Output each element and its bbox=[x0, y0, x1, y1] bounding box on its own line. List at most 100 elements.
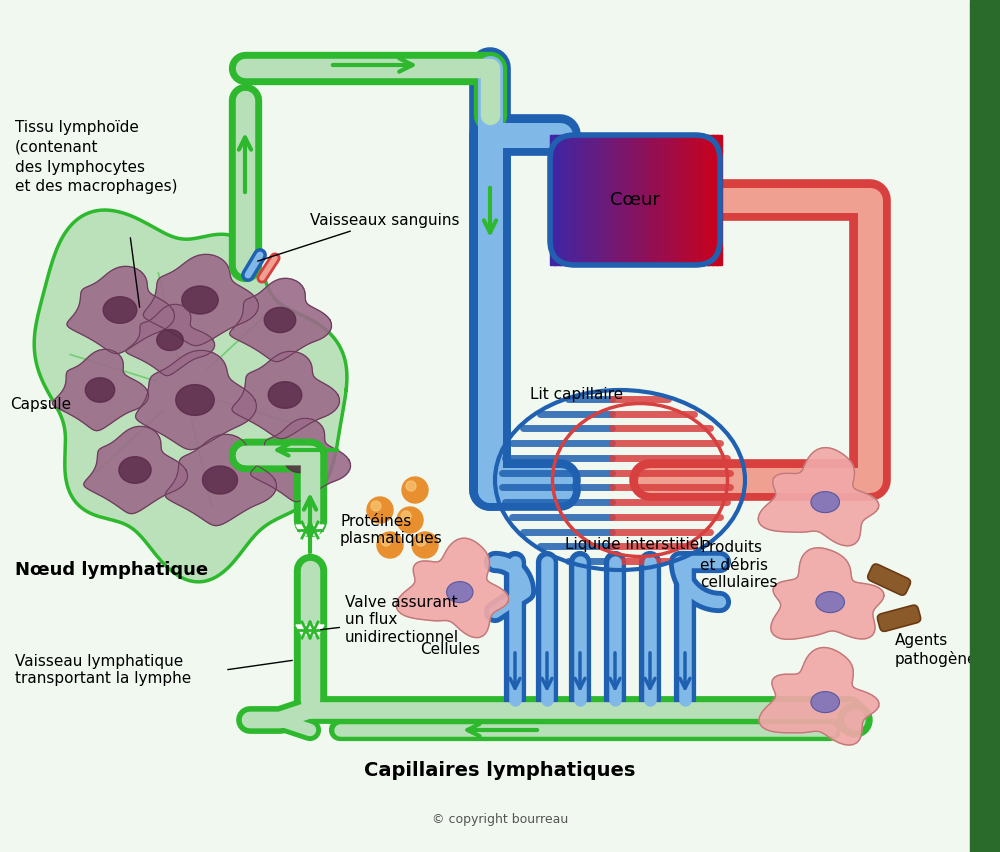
Bar bbox=[652, 135, 658, 265]
Bar bbox=[703, 135, 709, 265]
Polygon shape bbox=[296, 525, 324, 535]
Polygon shape bbox=[396, 538, 509, 637]
Bar bbox=[580, 135, 586, 265]
Bar bbox=[669, 135, 675, 265]
Circle shape bbox=[838, 703, 872, 737]
Polygon shape bbox=[268, 382, 302, 408]
Circle shape bbox=[416, 536, 426, 546]
Text: Cellules: Cellules bbox=[420, 642, 480, 658]
Bar bbox=[644, 135, 650, 265]
Text: © copyright bourreau: © copyright bourreau bbox=[432, 814, 568, 826]
Bar bbox=[584, 135, 590, 265]
Polygon shape bbox=[67, 267, 174, 354]
Bar bbox=[558, 135, 565, 265]
Bar bbox=[712, 135, 718, 265]
FancyBboxPatch shape bbox=[877, 605, 921, 631]
Polygon shape bbox=[759, 648, 879, 746]
Bar bbox=[694, 135, 701, 265]
Polygon shape bbox=[203, 466, 238, 494]
Polygon shape bbox=[119, 457, 151, 483]
Text: Cœur: Cœur bbox=[610, 191, 660, 209]
Circle shape bbox=[406, 481, 416, 491]
Text: Valve assurant
un flux
unidirectionnel: Valve assurant un flux unidirectionnel bbox=[321, 595, 459, 645]
Polygon shape bbox=[84, 426, 188, 514]
Bar bbox=[592, 135, 599, 265]
Bar bbox=[699, 135, 705, 265]
Circle shape bbox=[397, 507, 423, 533]
Text: Vaisseaux sanguins: Vaisseaux sanguins bbox=[258, 212, 460, 262]
Polygon shape bbox=[176, 384, 214, 416]
Polygon shape bbox=[126, 304, 215, 376]
Polygon shape bbox=[136, 350, 256, 450]
Bar bbox=[686, 135, 692, 265]
Circle shape bbox=[412, 532, 438, 558]
Ellipse shape bbox=[816, 591, 844, 613]
Bar bbox=[605, 135, 612, 265]
Polygon shape bbox=[34, 210, 347, 582]
Bar bbox=[635, 135, 641, 265]
Text: Agents
pathogènes: Agents pathogènes bbox=[895, 633, 986, 667]
Bar bbox=[567, 135, 573, 265]
Bar bbox=[678, 135, 684, 265]
Bar bbox=[631, 135, 637, 265]
Text: Nœud lymphatique: Nœud lymphatique bbox=[15, 561, 208, 579]
Text: Tissu lymphoïde
(contenant
des lymphocytes
et des macrophages): Tissu lymphoïde (contenant des lymphocyt… bbox=[15, 120, 178, 194]
Bar bbox=[588, 135, 594, 265]
Bar bbox=[690, 135, 696, 265]
Bar bbox=[576, 135, 582, 265]
Bar bbox=[673, 135, 680, 265]
Ellipse shape bbox=[447, 582, 473, 602]
Bar bbox=[622, 135, 629, 265]
Text: Liquide interstitiel: Liquide interstitiel bbox=[565, 538, 704, 552]
Polygon shape bbox=[232, 351, 339, 439]
Circle shape bbox=[381, 536, 391, 546]
Polygon shape bbox=[771, 548, 884, 639]
Bar bbox=[648, 135, 654, 265]
Polygon shape bbox=[103, 296, 137, 323]
Ellipse shape bbox=[811, 692, 840, 712]
Bar bbox=[554, 135, 560, 265]
Circle shape bbox=[377, 532, 403, 558]
Bar bbox=[550, 135, 556, 265]
FancyBboxPatch shape bbox=[868, 564, 910, 596]
Polygon shape bbox=[251, 418, 351, 502]
Bar bbox=[601, 135, 607, 265]
Text: Capsule: Capsule bbox=[10, 398, 71, 412]
Bar bbox=[610, 135, 616, 265]
Polygon shape bbox=[285, 447, 315, 473]
Polygon shape bbox=[85, 377, 115, 402]
Polygon shape bbox=[182, 286, 218, 314]
Bar bbox=[618, 135, 624, 265]
Polygon shape bbox=[264, 308, 296, 332]
Bar bbox=[716, 135, 722, 265]
Polygon shape bbox=[296, 625, 324, 635]
Text: Lit capillaire: Lit capillaire bbox=[530, 388, 623, 402]
Bar bbox=[970, 0, 1000, 852]
Polygon shape bbox=[230, 279, 332, 362]
Bar bbox=[660, 135, 667, 265]
Bar bbox=[626, 135, 633, 265]
Bar bbox=[571, 135, 578, 265]
Bar bbox=[614, 135, 620, 265]
Text: Produits
et débris
cellulaires: Produits et débris cellulaires bbox=[700, 540, 778, 590]
Bar bbox=[707, 135, 714, 265]
Bar bbox=[563, 135, 569, 265]
Polygon shape bbox=[165, 435, 276, 526]
Circle shape bbox=[367, 497, 393, 523]
Polygon shape bbox=[157, 330, 183, 350]
Circle shape bbox=[845, 710, 865, 730]
Bar bbox=[639, 135, 646, 265]
Text: Protéines
plasmatiques: Protéines plasmatiques bbox=[340, 514, 443, 546]
Bar bbox=[665, 135, 671, 265]
Text: Vaisseau lymphatique
transportant la lymphe: Vaisseau lymphatique transportant la lym… bbox=[15, 653, 191, 686]
Circle shape bbox=[371, 501, 381, 511]
Text: Capillaires lymphatiques: Capillaires lymphatiques bbox=[364, 761, 636, 780]
Circle shape bbox=[402, 477, 428, 503]
Ellipse shape bbox=[811, 492, 840, 513]
Polygon shape bbox=[758, 447, 879, 546]
Bar bbox=[597, 135, 603, 265]
Circle shape bbox=[401, 511, 411, 521]
Bar bbox=[682, 135, 688, 265]
Polygon shape bbox=[52, 349, 149, 431]
Polygon shape bbox=[143, 255, 258, 346]
